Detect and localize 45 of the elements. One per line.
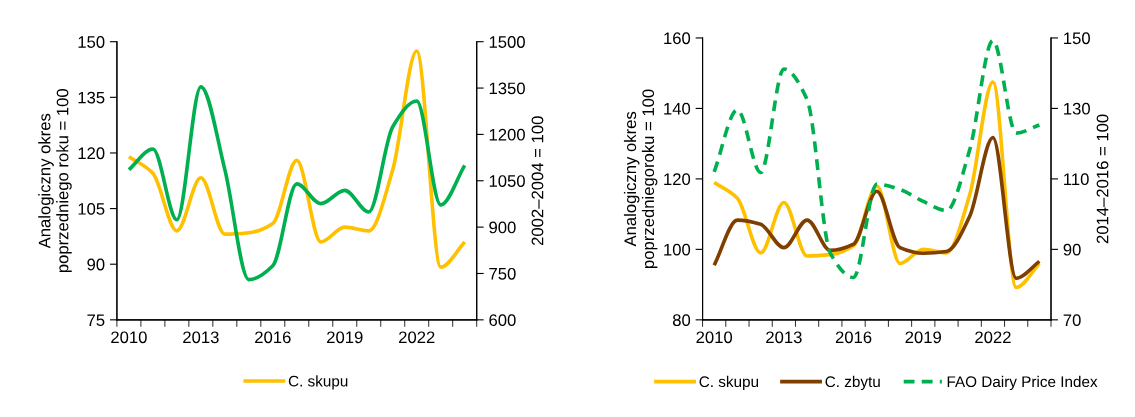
y2-axis-title: 2002–2004 = 100 <box>531 116 544 246</box>
legend-label: C. skupu <box>288 375 348 390</box>
y-tick-label: 100 <box>664 243 691 256</box>
y2-tick-label: 1200 <box>489 128 525 141</box>
x-tick-label: 2016 <box>835 331 872 344</box>
y-tick-label: 80 <box>672 314 691 327</box>
y2-tick-label: 1500 <box>489 36 525 48</box>
y-tick-label: 150 <box>78 36 105 48</box>
y-axis-title: Analogiczny okres poprzedniego roku = 100 <box>38 88 72 273</box>
y2-tick-label: 750 <box>489 267 516 280</box>
legend-label: C. zbytu <box>825 375 880 391</box>
x-tick-label: 2022 <box>399 331 435 344</box>
y2-tick-label: 1350 <box>489 82 525 95</box>
y-tick-label: 120 <box>78 147 105 160</box>
y-tick-label: 105 <box>78 202 105 215</box>
line-series <box>712 135 1042 281</box>
line-series <box>712 38 1042 280</box>
line-series <box>127 49 467 269</box>
y-tick-label: 140 <box>664 102 691 115</box>
y2-tick-label: 110 <box>1064 173 1089 186</box>
x-tick-label: 2013 <box>766 331 802 344</box>
legend-label: FAO Dairy Price Index <box>947 375 1098 391</box>
x-tick-label: 2019 <box>327 331 363 344</box>
x-tick-label: 2022 <box>975 331 1011 344</box>
x-tick-label: 2019 <box>905 331 941 344</box>
y2-tick-label: 150 <box>1064 32 1090 45</box>
y-tick-label: 160 <box>664 32 691 45</box>
y-tick-label: 90 <box>87 258 105 271</box>
line-series <box>127 85 467 282</box>
y-tick-label: 135 <box>78 91 105 104</box>
y2-tick-label: 600 <box>489 314 516 327</box>
y2-tick-label: 70 <box>1063 314 1081 327</box>
x-tick-label: 2013 <box>183 331 219 344</box>
y-axis-title: Analogiczny okres poprzedniegoroku = 100 <box>623 89 658 268</box>
x-tick-label: 2016 <box>255 331 291 344</box>
legend-label: C. skupu <box>699 375 759 391</box>
y2-tick-label: 90 <box>1063 243 1081 256</box>
y2-axis-title: 2014–2016 = 100 <box>1096 114 1109 244</box>
y-tick-label: 75 <box>87 314 105 327</box>
x-tick-label: 2010 <box>696 331 733 344</box>
y-tick-label: 120 <box>664 173 691 186</box>
x-tick-label: 2010 <box>111 331 147 344</box>
y2-tick-label: 1050 <box>489 175 525 187</box>
y2-tick-label: 130 <box>1064 102 1090 115</box>
y2-tick-label: 900 <box>489 221 516 234</box>
